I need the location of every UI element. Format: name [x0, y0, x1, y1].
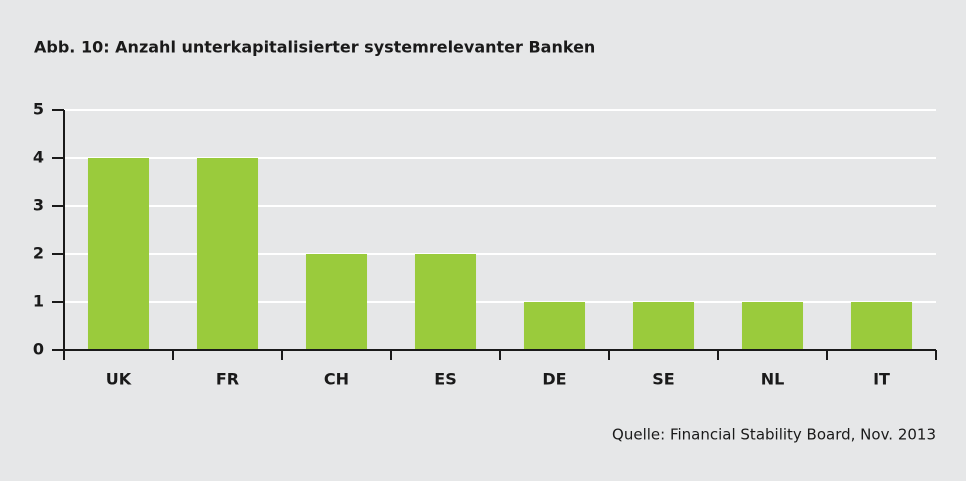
chart-title: Abb. 10: Anzahl unterkapitalisierter sys… [34, 38, 595, 57]
x-tick-label: UK [106, 370, 132, 389]
bar [632, 302, 695, 350]
x-tick-label: ES [434, 370, 456, 389]
bar [414, 254, 477, 350]
bar [87, 158, 150, 350]
bar [741, 302, 804, 350]
x-tick-label: NL [761, 370, 785, 389]
y-tick-label: 1 [33, 292, 44, 311]
x-tick-label: IT [873, 370, 890, 389]
y-tick-label: 3 [33, 196, 44, 215]
bar [523, 302, 586, 350]
bar [850, 302, 913, 350]
bar [196, 158, 259, 350]
source: Quelle: Financial Stability Board, Nov. … [612, 426, 936, 444]
y-tick-label: 2 [33, 244, 44, 263]
x-tick-label: DE [542, 370, 566, 389]
x-tick-label: SE [652, 370, 674, 389]
bar [305, 254, 368, 350]
y-tick-label: 0 [33, 340, 44, 359]
x-tick-label: CH [324, 370, 349, 389]
y-tick-label: 5 [33, 100, 44, 119]
y-tick-label: 4 [33, 148, 44, 167]
x-tick-label: FR [216, 370, 239, 389]
